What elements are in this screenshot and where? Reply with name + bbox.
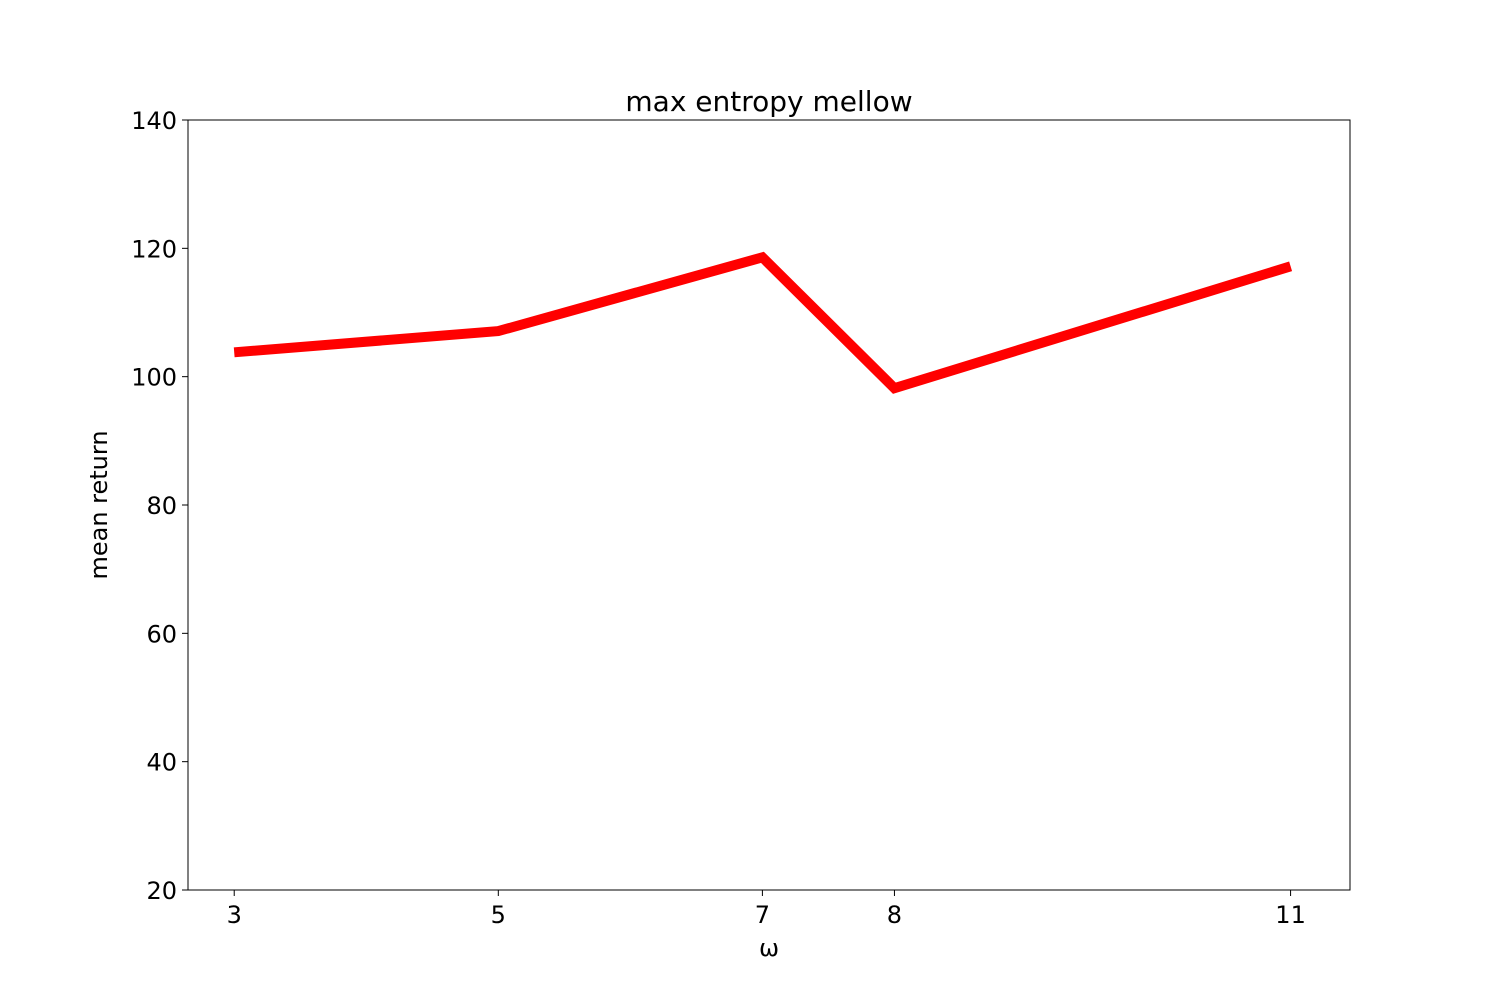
y-axis: 20 40 60 80 100 120 140 <box>131 107 188 905</box>
y-tick-label: 20 <box>146 877 177 905</box>
y-tick-label: 40 <box>146 749 177 777</box>
chart-title: max entropy mellow <box>625 85 912 118</box>
y-tick-label: 60 <box>146 620 177 648</box>
y-axis-label: mean return <box>85 430 113 579</box>
y-tick-label: 120 <box>131 235 177 263</box>
y-tick-label: 80 <box>146 492 177 520</box>
plot-frame <box>187 119 1351 891</box>
x-tick-label: 7 <box>755 901 770 929</box>
x-tick-label: 8 <box>887 901 902 929</box>
series-line-0 <box>233 251 1293 394</box>
x-axis-label: ω <box>759 934 779 962</box>
x-axis: 3 5 7 8 11 <box>227 890 1306 929</box>
y-tick-label: 100 <box>131 364 177 392</box>
y-tick-label: 140 <box>131 107 177 135</box>
series-layer <box>233 251 1293 394</box>
x-tick-label: 5 <box>491 901 506 929</box>
x-tick-label: 11 <box>1275 901 1306 929</box>
x-tick-label: 3 <box>227 901 242 929</box>
